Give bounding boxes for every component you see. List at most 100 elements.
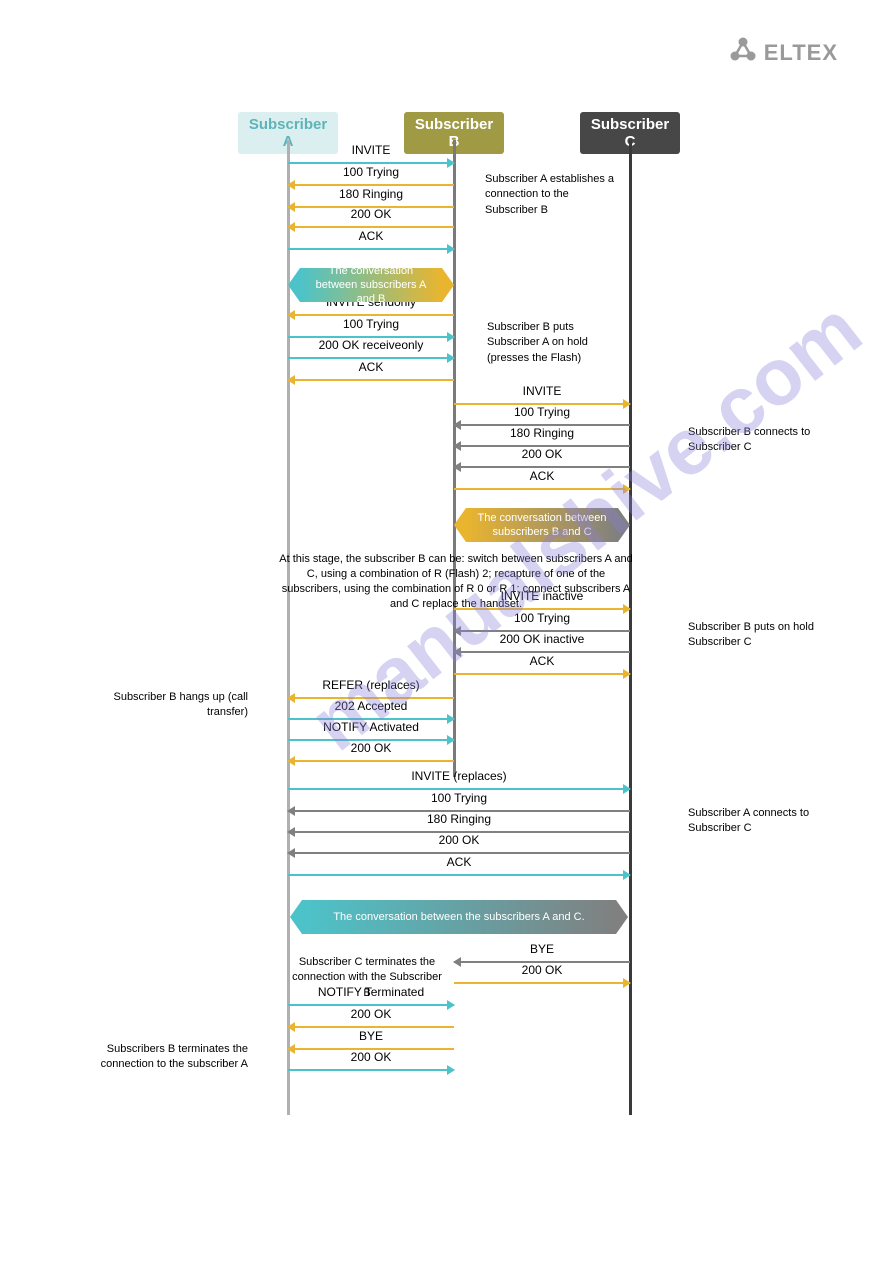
- arrow-line: [288, 760, 454, 762]
- arrow-head-icon: [287, 756, 295, 766]
- arrow-head-icon: [623, 669, 631, 679]
- message-arrow: 200 OK: [288, 210, 454, 230]
- arrow-line: [454, 673, 630, 675]
- arrow-head-icon: [447, 244, 455, 254]
- conversation-block: The conversation between the subscribers…: [302, 900, 616, 934]
- arrow-line: [288, 357, 454, 359]
- note-left: Subscriber B hangs up (call transfer): [98, 690, 248, 721]
- arrow-line: [288, 1069, 454, 1071]
- message-label: NOTIFY Activated: [288, 720, 454, 734]
- arrow-head-icon: [623, 870, 631, 880]
- arrow-line: [288, 788, 630, 790]
- message-arrow: NOTIFY Activated: [288, 723, 454, 743]
- arrow-head-icon: [447, 1065, 455, 1075]
- conversation-block: The conversation between subscribers A a…: [300, 268, 442, 302]
- message-arrow: ACK: [454, 657, 630, 677]
- message-arrow: 100 Trying: [288, 168, 454, 188]
- message-label: BYE: [454, 942, 630, 956]
- message-label: 200 OK: [288, 1050, 454, 1064]
- arrow-line: [288, 184, 454, 186]
- message-label: 200 OK receiveonly: [288, 338, 454, 352]
- message-arrow: 180 Ringing: [454, 429, 630, 449]
- message-label: 100 Trying: [454, 405, 630, 419]
- note-right: Subscriber B puts on hold Subscriber C: [688, 620, 818, 651]
- message-label: 100 Trying: [288, 165, 454, 179]
- note-right: Subscriber B puts Subscriber A on hold (…: [487, 320, 617, 366]
- message-arrow: 100 Trying: [288, 794, 630, 814]
- logo-icon: [728, 35, 758, 70]
- message-label: 200 OK inactive: [454, 632, 630, 646]
- sequence-diagram: Subscriber ASubscriber BSubscriber CINVI…: [0, 100, 893, 1160]
- note-left: Subscribers B terminates the connection …: [98, 1042, 248, 1073]
- message-arrow: ACK: [454, 472, 630, 492]
- message-label: ACK: [454, 469, 630, 483]
- message-label: ACK: [288, 360, 454, 374]
- note-internal: Subscriber C terminates the connection w…: [292, 955, 442, 1001]
- message-arrow: 200 OK: [288, 1053, 454, 1073]
- message-arrow: ACK: [288, 858, 630, 878]
- message-label: INVITE: [454, 384, 630, 398]
- conversation-block: The conversation between subscribers B a…: [466, 508, 618, 542]
- arrow-line: [288, 314, 454, 316]
- message-label: 100 Trying: [288, 791, 630, 805]
- message-arrow: BYE: [454, 945, 630, 965]
- message-arrow: BYE: [288, 1032, 454, 1052]
- note-right: Subscriber A establishes a connection to…: [485, 172, 615, 218]
- logo: ELTEX: [728, 35, 838, 70]
- arrow-line: [454, 982, 630, 984]
- message-label: 180 Ringing: [288, 187, 454, 201]
- arrow-line: [454, 466, 630, 468]
- arrow-line: [288, 874, 630, 876]
- message-label: REFER (replaces): [288, 678, 454, 692]
- message-arrow: 200 OK receiveonly: [288, 341, 454, 361]
- note-right: Subscriber B connects to Subscriber C: [688, 425, 818, 456]
- message-label: BYE: [288, 1029, 454, 1043]
- message-label: INVITE (replaces): [288, 769, 630, 783]
- message-label: ACK: [288, 229, 454, 243]
- message-arrow: 200 OK: [288, 1010, 454, 1030]
- message-arrow: 200 OK: [288, 836, 630, 856]
- message-label: 100 Trying: [288, 317, 454, 331]
- message-arrow: INVITE (replaces): [288, 772, 630, 792]
- arrow-head-icon: [287, 375, 295, 385]
- stage-note: At this stage, the subscriber B can be: …: [278, 552, 634, 611]
- arrow-line: [288, 379, 454, 381]
- arrow-head-icon: [623, 978, 631, 988]
- message-label: 200 OK: [288, 833, 630, 847]
- logo-svg: [728, 35, 758, 65]
- message-arrow: ACK: [288, 363, 454, 383]
- message-label: ACK: [288, 855, 630, 869]
- message-label: 180 Ringing: [288, 812, 630, 826]
- message-arrow: 200 OK inactive: [454, 635, 630, 655]
- message-arrow: 100 Trying: [454, 408, 630, 428]
- arrow-line: [454, 651, 630, 653]
- note-right: Subscriber A connects to Subscriber C: [688, 806, 818, 837]
- arrow-line: [288, 852, 630, 854]
- arrow-line: [288, 248, 454, 250]
- message-arrow: 100 Trying: [288, 320, 454, 340]
- message-arrow: REFER (replaces): [288, 681, 454, 701]
- logo-text: ELTEX: [764, 40, 838, 66]
- message-arrow: 200 OK: [454, 450, 630, 470]
- arrow-line: [288, 162, 454, 164]
- message-arrow: INVITE: [454, 387, 630, 407]
- arrow-line: [288, 1026, 454, 1028]
- message-arrow: 180 Ringing: [288, 815, 630, 835]
- message-arrow: ACK: [288, 232, 454, 252]
- message-label: 200 OK: [454, 447, 630, 461]
- message-label: 200 OK: [288, 207, 454, 221]
- message-label: 200 OK: [288, 1007, 454, 1021]
- message-label: 100 Trying: [454, 611, 630, 625]
- message-arrow: INVITE: [288, 146, 454, 166]
- arrow-line: [288, 226, 454, 228]
- arrow-line: [454, 488, 630, 490]
- message-label: 200 OK: [288, 741, 454, 755]
- message-label: 200 OK: [454, 963, 630, 977]
- message-label: 180 Ringing: [454, 426, 630, 440]
- message-arrow: 202 Accepted: [288, 702, 454, 722]
- arrow-head-icon: [623, 484, 631, 494]
- message-arrow: 200 OK: [454, 966, 630, 986]
- arrow-line: [288, 1004, 454, 1006]
- message-label: 202 Accepted: [288, 699, 454, 713]
- message-label: INVITE: [288, 143, 454, 157]
